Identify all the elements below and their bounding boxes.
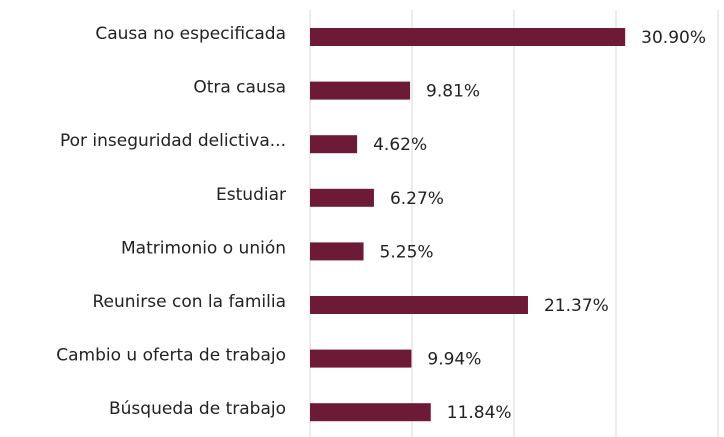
bar xyxy=(310,296,528,314)
category-label: Causa no especificada xyxy=(95,24,286,44)
value-label: 30.90% xyxy=(641,28,706,48)
bar xyxy=(310,81,411,100)
value-label: 9.94% xyxy=(427,350,481,370)
value-label: 4.62% xyxy=(373,135,427,155)
value-label: 6.27% xyxy=(390,189,444,209)
category-label: Estudiar xyxy=(216,185,286,205)
bar xyxy=(310,135,358,154)
category-label: Cambio u oferta de trabajo xyxy=(56,346,286,366)
bar xyxy=(310,403,431,422)
bar xyxy=(310,242,364,261)
category-label: Por inseguridad delictiva... xyxy=(60,131,286,151)
category-label: Búsqueda de trabajo xyxy=(109,399,286,419)
category-label: Otra causa xyxy=(193,78,286,98)
category-label: Matrimonio o unión xyxy=(121,238,286,258)
value-label: 9.81% xyxy=(426,82,480,102)
value-label: 5.25% xyxy=(380,242,434,262)
value-label: 21.37% xyxy=(544,296,609,316)
bar xyxy=(310,28,626,46)
bar xyxy=(310,188,374,207)
bar xyxy=(310,349,412,368)
value-label: 11.84% xyxy=(447,403,512,423)
category-label: Reunirse con la familia xyxy=(92,292,286,312)
